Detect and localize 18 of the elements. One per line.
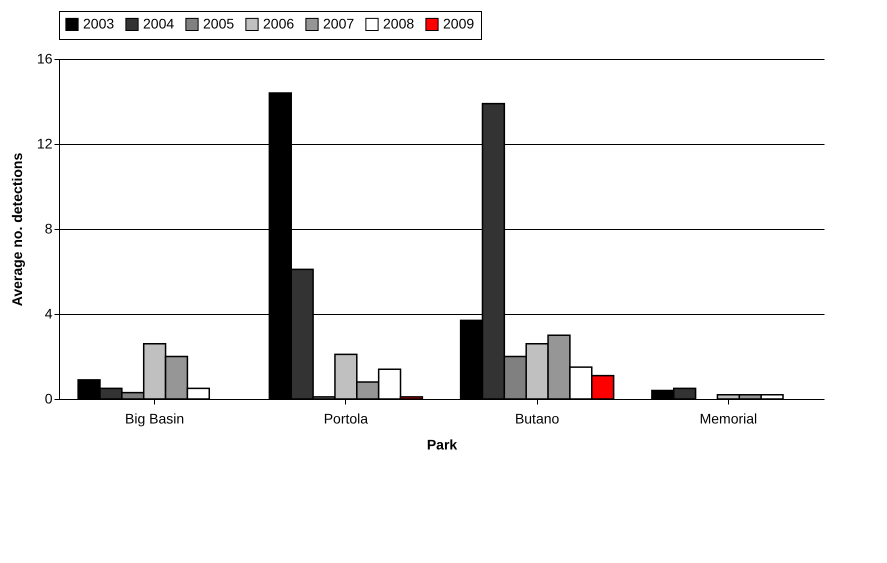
x-tick-label: Big Basin xyxy=(125,410,184,426)
legend-label: 2008 xyxy=(383,15,414,32)
legend-label: 2009 xyxy=(443,15,474,32)
legend-label: 2003 xyxy=(83,15,114,32)
legend-label: 2004 xyxy=(143,15,174,32)
y-tick-label: 12 xyxy=(36,136,53,152)
y-tick-label: 8 xyxy=(44,220,53,236)
y-axis-title: Average no. detections xyxy=(8,152,25,306)
y-tick-label: 0 xyxy=(44,390,53,406)
legend-label: 2007 xyxy=(323,15,354,32)
x-tick-label: Portola xyxy=(324,410,368,426)
x-tick-label: Memorial xyxy=(700,410,758,426)
x-tick-label: Butano xyxy=(514,410,560,426)
y-tick-label: 16 xyxy=(36,50,53,66)
x-axis-title: Park xyxy=(426,436,458,452)
y-tick-label: 4 xyxy=(44,306,53,322)
legend-label: 2006 xyxy=(263,15,294,32)
legend-label: 2005 xyxy=(203,15,234,32)
